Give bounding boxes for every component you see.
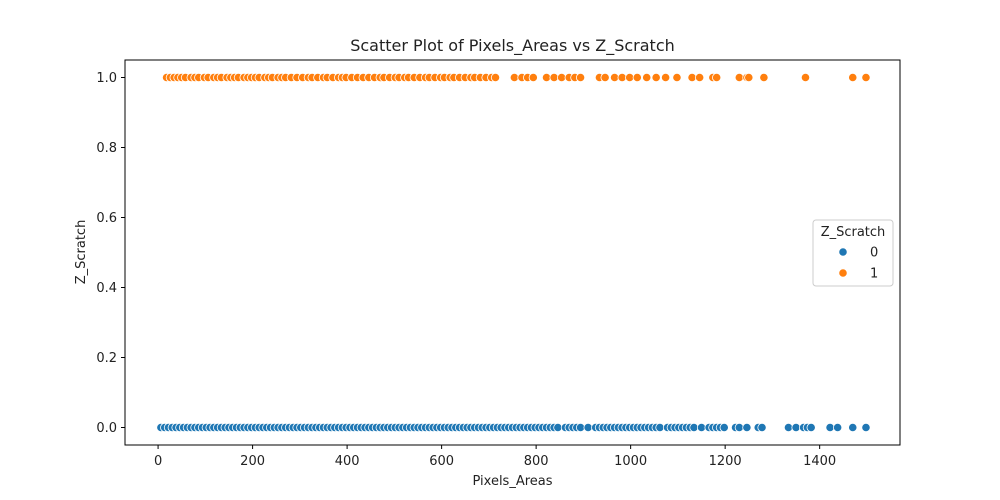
data-point xyxy=(695,72,705,83)
legend-title: Z_Scratch xyxy=(821,225,886,240)
data-point xyxy=(696,422,707,433)
legend-marker-1 xyxy=(838,268,848,278)
x-axis-label: Pixels_Areas xyxy=(472,474,552,489)
legend-box xyxy=(812,219,894,287)
legend: Z_Scratch 0 1 xyxy=(812,219,894,287)
x-tick-label: 200 xyxy=(240,454,265,469)
data-point xyxy=(541,72,552,83)
x-tick-label: 400 xyxy=(335,454,360,469)
data-point xyxy=(848,422,858,433)
data-point xyxy=(742,422,752,433)
data-point xyxy=(549,72,559,83)
x-tick-label: 1200 xyxy=(709,454,742,469)
data-point xyxy=(757,422,767,433)
x-tick-label: 600 xyxy=(429,454,454,469)
data-point xyxy=(689,422,699,433)
y-tick-label: 0.6 xyxy=(96,211,117,226)
data-point xyxy=(583,422,593,433)
data-point xyxy=(848,72,858,83)
legend-marker-0 xyxy=(838,247,848,257)
data-point xyxy=(833,422,843,433)
data-point xyxy=(600,72,610,83)
y-tick-label: 0.0 xyxy=(96,421,117,436)
axes-frame xyxy=(124,59,901,446)
y-tick-label: 0.8 xyxy=(96,141,117,156)
data-point xyxy=(783,422,794,433)
data-point xyxy=(800,72,811,83)
data-point xyxy=(617,72,627,83)
data-point xyxy=(509,72,519,83)
data-point xyxy=(759,72,769,83)
data-point xyxy=(661,72,671,83)
data-point xyxy=(609,72,620,83)
data-point xyxy=(744,72,754,83)
data-point xyxy=(861,72,871,83)
data-point xyxy=(632,72,642,83)
data-point xyxy=(553,422,563,433)
x-tick-label: 0 xyxy=(154,454,162,469)
data-point xyxy=(861,422,871,433)
data-point xyxy=(806,422,816,433)
x-tick-label: 1400 xyxy=(803,454,836,469)
chart-title: Scatter Plot of Pixels_Areas vs Z_Scratc… xyxy=(350,36,675,56)
data-point xyxy=(734,72,744,83)
data-point xyxy=(557,72,567,83)
x-tick-label: 800 xyxy=(524,454,549,469)
data-point xyxy=(625,72,635,83)
data-point xyxy=(712,72,722,83)
y-axis-label: Z_Scratch xyxy=(74,220,89,285)
series-0 xyxy=(156,422,871,433)
legend-label-1: 1 xyxy=(870,267,878,282)
y-tick-label: 1.0 xyxy=(96,71,117,86)
data-point xyxy=(719,422,729,433)
data-point xyxy=(490,72,501,83)
data-point xyxy=(575,422,586,433)
data-point xyxy=(575,72,586,83)
y-tick-label: 0.2 xyxy=(96,351,117,366)
plot-area: 0 200 400 600 800 1000 1200 1400 0.0 0.2 0.4 0.6 0.8… xyxy=(96,59,901,469)
data-point xyxy=(528,72,538,83)
y-tick-label: 0.4 xyxy=(96,281,117,296)
data-point xyxy=(651,72,661,83)
x-tick-label: 1000 xyxy=(614,454,647,469)
data-point xyxy=(655,422,665,433)
data-point xyxy=(791,422,801,433)
data-point xyxy=(687,72,697,83)
data-point xyxy=(672,72,682,83)
data-point xyxy=(734,422,744,433)
data-point xyxy=(642,72,652,83)
legend-label-0: 0 xyxy=(870,246,878,261)
data-point xyxy=(825,422,835,433)
series-1 xyxy=(161,72,871,83)
